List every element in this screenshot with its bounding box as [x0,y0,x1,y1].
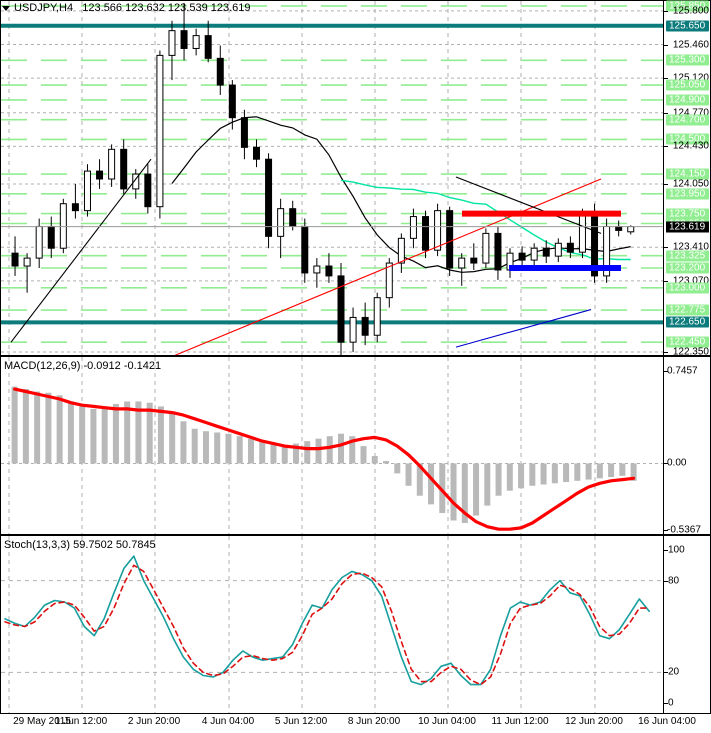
macd-axis-label: 0.7457 [667,365,698,377]
macd-panel[interactable]: MACD(12,26,9) -0.0912 -0.1421 0.7457 0.00… [0,356,711,536]
axis-tick-mark [664,112,668,114]
macd-label: MACD(12,26,9) -0.0912 -0.1421 [4,360,162,372]
macd-axis-label: 0.00 [667,457,687,469]
symbol-label[interactable]: USDJPY,H4 [14,2,74,14]
macd-axis-label: -0.5367 [667,524,701,536]
price-axis-label: 123.200 [666,262,709,274]
time-axis-label: 29 May 2015 [13,716,71,727]
price-axis-label: 125.650 [666,20,709,32]
axis-tick-mark [664,183,668,185]
stochastic-label: Stoch(13,3,3) 59.7502 50.7845 [4,539,156,551]
axis-tick-mark [664,550,668,551]
stochastic-axis: 100 80 20 0 [663,536,710,713]
price-axis-label: 124.500 [666,133,709,145]
axis-tick-mark [664,146,668,148]
axis-tick-mark [664,580,668,582]
stochastic-panel[interactable]: Stoch(13,3,3) 59.7502 50.7845 100 80 20 0 [0,535,711,714]
macd-plot-area[interactable] [1,357,710,534]
price-axis-label: 124.430 [672,140,709,152]
axis-tick-mark [664,672,668,674]
price-axis-label: 122.450 [666,336,709,348]
price-axis-label: 123.410 [672,241,709,253]
price-axis-label: 122.650 [666,316,709,328]
price-axis-label: 125.850 [666,0,709,12]
triangle-down-icon[interactable] [2,5,10,11]
axis-tick-mark [664,78,668,80]
price-axis-label: 122.350 [672,346,709,358]
price-axis-label: 124.700 [666,114,709,126]
stochastic-axis-label: 0 [668,697,674,709]
price-axis-label: 125.120 [672,72,709,84]
time-axis-label: 5 Jun 12:00 [274,716,328,727]
time-axis-label: 16 Jun 04:00 [638,716,696,727]
price-axis-label: 123.619 [666,221,709,233]
time-axis-label: 12 Jun 20:00 [565,716,623,727]
price-axis-label: 125.050 [666,79,709,91]
axis-tick-mark [664,352,668,354]
stochastic-axis-label: 100 [668,544,685,556]
price-axis-label: 124.900 [666,94,709,106]
ohlc-values: 123.566 123.632 123.539 123.619 [82,2,251,14]
axis-tick-mark [664,10,668,12]
time-axis-label: 2 Jun 20:00 [127,716,181,727]
time-axis-label: 10 Jun 04:00 [418,716,476,727]
price-axis-label: 125.300 [666,54,709,66]
price-axis-label: 123.950 [666,188,709,200]
time-axis-label: 4 Jun 04:00 [201,716,255,727]
symbol-quote-header: USDJPY,H4 123.566 123.632 123.539 123.61… [0,0,251,16]
time-axis-label: 11 Jun 12:00 [491,716,549,727]
price-axis: 125.850 125.800 125.650 125.460 125.300 125.1… [663,0,710,358]
price-chart-panel[interactable]: 125.850 125.800 125.650 125.460 125.300 125.1… [0,0,711,358]
price-axis-label: 125.460 [672,39,709,50]
axis-tick-mark [664,44,668,46]
axis-tick-mark [664,703,668,704]
price-axis-label: 123.000 [666,282,709,294]
price-axis-label: 125.800 [672,5,709,17]
macd-axis: 0.7457 0.00 -0.5367 [663,357,710,536]
stochastic-axis-label: 20 [668,666,680,678]
price-axis-label: 124.770 [672,107,709,119]
price-axis-label: 124.150 [666,168,709,180]
axis-tick-mark [664,247,668,249]
time-axis-label: 8 Jun 20:00 [347,716,401,727]
axis-tick-mark [664,371,668,372]
axis-tick-mark [664,530,668,531]
price-axis-label: 123.070 [672,275,709,287]
time-axis: 29 May 2015 1 Jun 12:00 2 Jun 20:00 4 Jun 0… [0,714,696,733]
price-plot-area[interactable] [1,1,710,355]
stochastic-axis-label: 80 [668,575,680,587]
price-axis-label: 123.750 [666,208,709,220]
time-axis-label: 1 Jun 12:00 [54,716,108,727]
stochastic-plot-area[interactable] [1,536,710,713]
axis-tick-mark [664,463,668,465]
price-axis-label: 123.325 [666,250,709,262]
price-axis-label: 124.050 [672,178,709,190]
price-axis-label: 122.775 [666,304,709,316]
axis-tick-mark [664,280,668,282]
